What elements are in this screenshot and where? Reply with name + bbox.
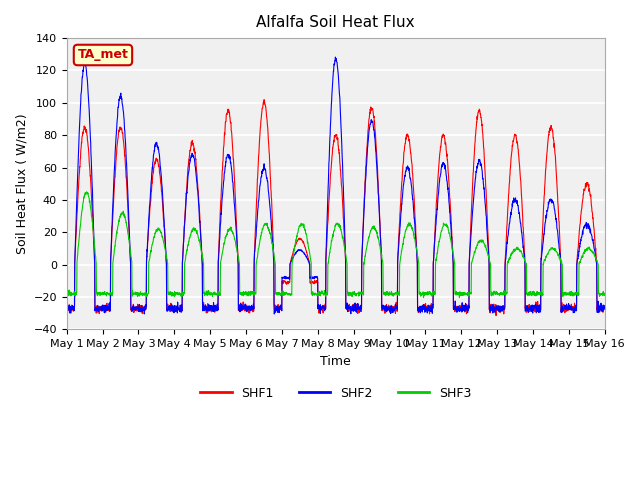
Line: SHF2: SHF2 (67, 57, 605, 314)
SHF2 (63, 309, 70, 315)
SHF1 (492, 312, 500, 318)
SHF2 (569, 305, 577, 311)
Y-axis label: Soil Heat Flux ( W/m2): Soil Heat Flux ( W/m2) (15, 113, 28, 254)
SHF3 (363, 243, 371, 249)
X-axis label: Time: Time (321, 355, 351, 368)
SHF2 (364, 148, 371, 154)
SHF3 (83, 189, 90, 195)
SHF3 (492, 290, 500, 296)
SHF1 (213, 303, 221, 309)
SHF3 (554, 251, 561, 256)
SHF3 (63, 292, 70, 298)
SHF2 (492, 305, 500, 311)
SHF3 (420, 295, 428, 300)
SHF2 (554, 228, 561, 234)
SHF3 (213, 291, 221, 297)
SHF2 (601, 306, 609, 312)
SHF2 (271, 311, 278, 317)
SHF1 (351, 306, 359, 312)
SHF1 (569, 304, 577, 310)
SHF2 (352, 308, 360, 314)
Title: Alfalfa Soil Heat Flux: Alfalfa Soil Heat Flux (257, 15, 415, 30)
SHF2 (213, 304, 221, 310)
SHF1 (63, 304, 70, 310)
Line: SHF3: SHF3 (67, 192, 605, 298)
Text: TA_met: TA_met (77, 48, 129, 61)
SHF3 (351, 290, 359, 296)
Legend: SHF1, SHF2, SHF3: SHF1, SHF2, SHF3 (195, 382, 476, 405)
SHF1 (260, 97, 268, 103)
SHF2 (332, 54, 339, 60)
Line: SHF1: SHF1 (67, 100, 605, 315)
SHF1 (363, 144, 371, 149)
SHF3 (601, 290, 609, 296)
SHF3 (569, 290, 577, 296)
SHF1 (492, 303, 500, 309)
SHF1 (601, 305, 609, 311)
SHF1 (554, 193, 561, 199)
